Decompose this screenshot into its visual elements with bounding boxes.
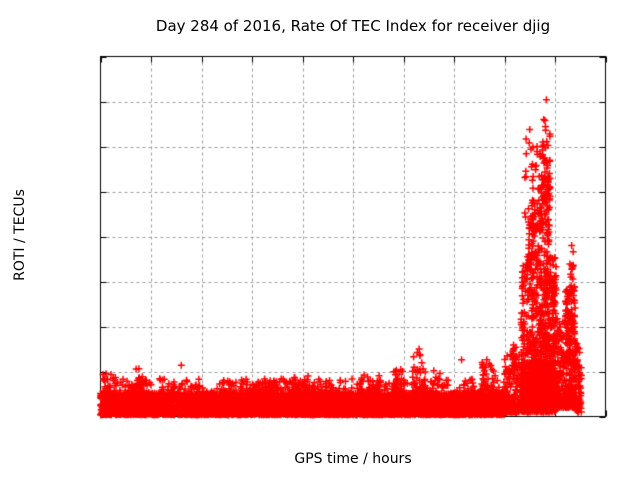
chart-title: Day 284 of 2016, Rate Of TEC Index for r… bbox=[155, 17, 551, 35]
x-axis-label: GPS time / hours bbox=[294, 451, 412, 467]
y-axis-label: ROTI / TECUs bbox=[12, 189, 28, 281]
